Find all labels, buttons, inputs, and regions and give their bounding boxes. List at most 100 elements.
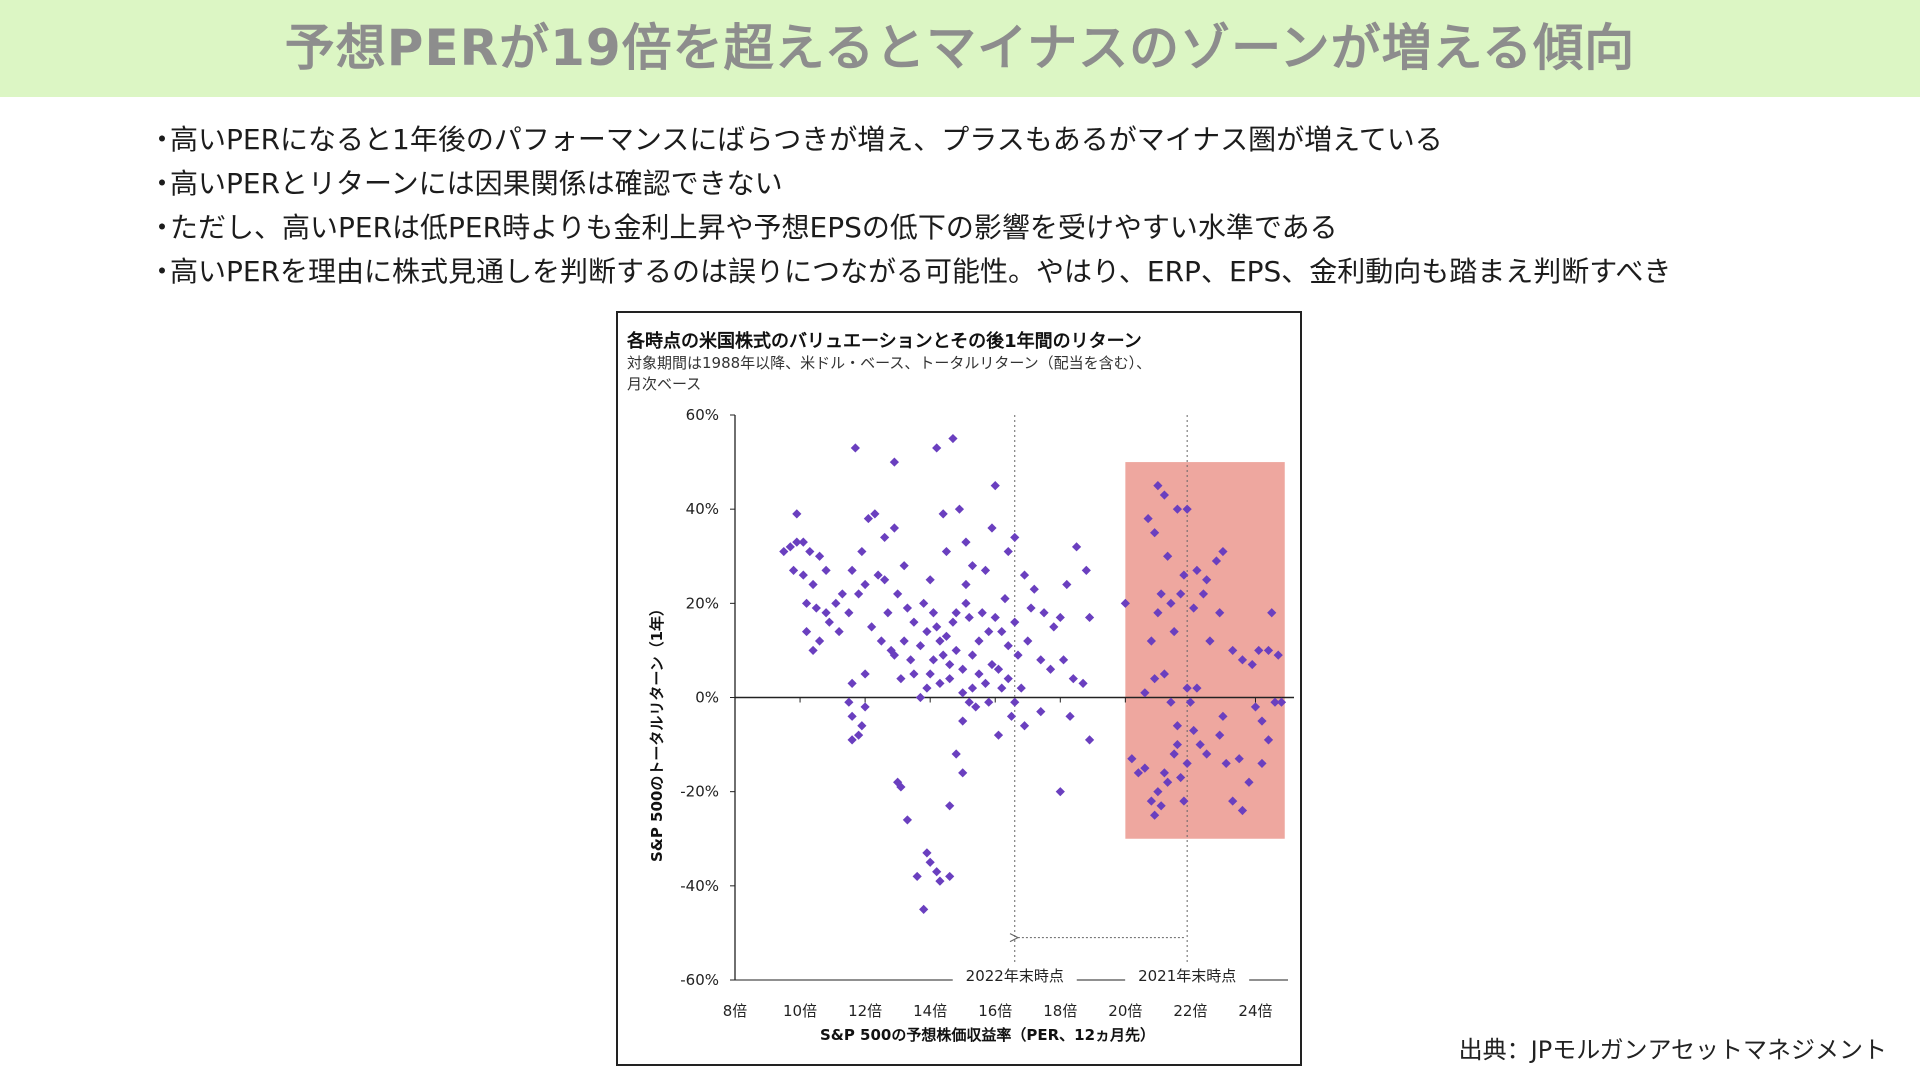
data-point — [863, 513, 873, 524]
data-point — [1163, 777, 1173, 787]
data-point — [1140, 763, 1150, 773]
data-point — [814, 636, 825, 646]
data-point — [899, 636, 909, 646]
data-point — [980, 565, 991, 575]
data-point — [1010, 617, 1020, 627]
data-point — [1045, 664, 1056, 674]
data-point — [1237, 805, 1248, 816]
reference-label-bg — [952, 964, 1077, 986]
data-point — [880, 575, 890, 585]
data-point — [1026, 603, 1036, 613]
data-point — [961, 598, 971, 608]
data-point — [1254, 645, 1264, 656]
data-point — [1068, 674, 1078, 684]
data-point — [925, 857, 935, 867]
data-point — [1221, 758, 1231, 769]
data-point — [977, 608, 987, 618]
data-point — [798, 537, 808, 547]
data-point — [961, 537, 971, 547]
data-point — [925, 575, 935, 585]
data-point — [1140, 688, 1150, 698]
data-point — [847, 565, 857, 575]
bullet-text: 高いPERになると1年後のパフォーマンスにばらつきが増え、プラスもあるがマイナス… — [170, 123, 1443, 156]
data-point — [922, 683, 932, 693]
data-point — [1182, 504, 1192, 514]
data-point — [997, 683, 1007, 693]
data-point — [873, 570, 883, 580]
data-point — [974, 669, 984, 679]
bullet-marker: ・ — [148, 123, 177, 156]
y-tick-label: 20% — [686, 594, 719, 612]
data-point — [1276, 697, 1287, 707]
x-tick-label: 12倍 — [848, 1002, 882, 1020]
data-point — [1153, 787, 1163, 797]
data-point — [1198, 589, 1209, 599]
data-point — [1169, 626, 1179, 637]
data-point — [808, 579, 818, 590]
data-point — [1055, 787, 1065, 797]
reference-label-bg — [1125, 964, 1250, 986]
data-point — [831, 598, 841, 608]
data-point — [867, 622, 877, 632]
data-point — [1003, 546, 1013, 557]
data-point — [932, 443, 942, 453]
data-point — [1084, 612, 1095, 623]
reference-line-label: 2022年末時点 — [966, 967, 1064, 985]
scatter-chart: 60% 40% 20% 0% -20% -40% -60%8倍 10倍 12倍 14倍 16倍 18倍… — [648, 406, 1294, 1044]
data-point — [792, 509, 802, 519]
data-point — [951, 749, 961, 759]
data-point — [915, 692, 926, 703]
bullet-marker: ・ — [148, 211, 177, 244]
data-point — [1247, 659, 1257, 670]
data-point — [857, 546, 867, 557]
data-point — [925, 669, 935, 679]
data-point — [967, 650, 978, 660]
data-point — [1163, 551, 1173, 561]
data-point — [860, 579, 870, 590]
data-point — [935, 636, 945, 646]
data-point — [1172, 504, 1182, 514]
data-point — [808, 645, 818, 656]
data-point — [1159, 768, 1169, 778]
data-point — [1250, 702, 1261, 712]
bullet-text: ただし、高いPERは低PER時よりも金利上昇や予想EPSの低下の影響を受けやすい… — [170, 211, 1338, 244]
x-axis-title: S&P 500の予想株価収益率（PER、12ヵ月先） — [820, 1026, 1155, 1044]
x-tick-label: 24倍 — [1238, 1002, 1272, 1020]
data-point — [1078, 678, 1088, 688]
data-point — [834, 626, 844, 637]
data-point — [1228, 645, 1238, 656]
data-point — [1172, 739, 1182, 750]
data-point — [987, 659, 997, 670]
data-point — [954, 504, 965, 514]
data-point — [909, 669, 919, 679]
data-point — [915, 641, 926, 651]
data-point — [811, 603, 821, 613]
y-axis-title: S&P 500のトータルリターン（1年） — [648, 601, 666, 862]
data-point — [1055, 612, 1065, 623]
data-point — [1062, 579, 1072, 590]
bullet-marker: ・ — [148, 255, 177, 288]
bullet-list: ・高いPERになると1年後のパフォーマンスにばらつきが増え、プラスもあるがマイナ… — [148, 118, 1888, 294]
data-point — [847, 735, 857, 745]
data-point — [860, 702, 870, 712]
data-point — [1166, 697, 1176, 707]
data-point — [932, 867, 942, 877]
data-point — [971, 702, 981, 712]
data-point — [1120, 598, 1130, 608]
data-point — [1166, 598, 1176, 608]
data-point — [847, 678, 857, 688]
data-point — [801, 626, 812, 637]
data-point — [1000, 594, 1010, 604]
data-point — [951, 645, 961, 656]
x-tick-label: 10倍 — [783, 1002, 817, 1020]
data-point — [1019, 570, 1030, 580]
data-point — [821, 565, 831, 575]
data-point — [893, 589, 903, 599]
data-point — [909, 617, 919, 627]
data-point — [896, 782, 906, 792]
data-point — [889, 650, 899, 660]
data-point — [1153, 481, 1163, 491]
data-point — [1036, 707, 1046, 717]
data-point — [837, 589, 847, 599]
data-point — [821, 608, 831, 618]
